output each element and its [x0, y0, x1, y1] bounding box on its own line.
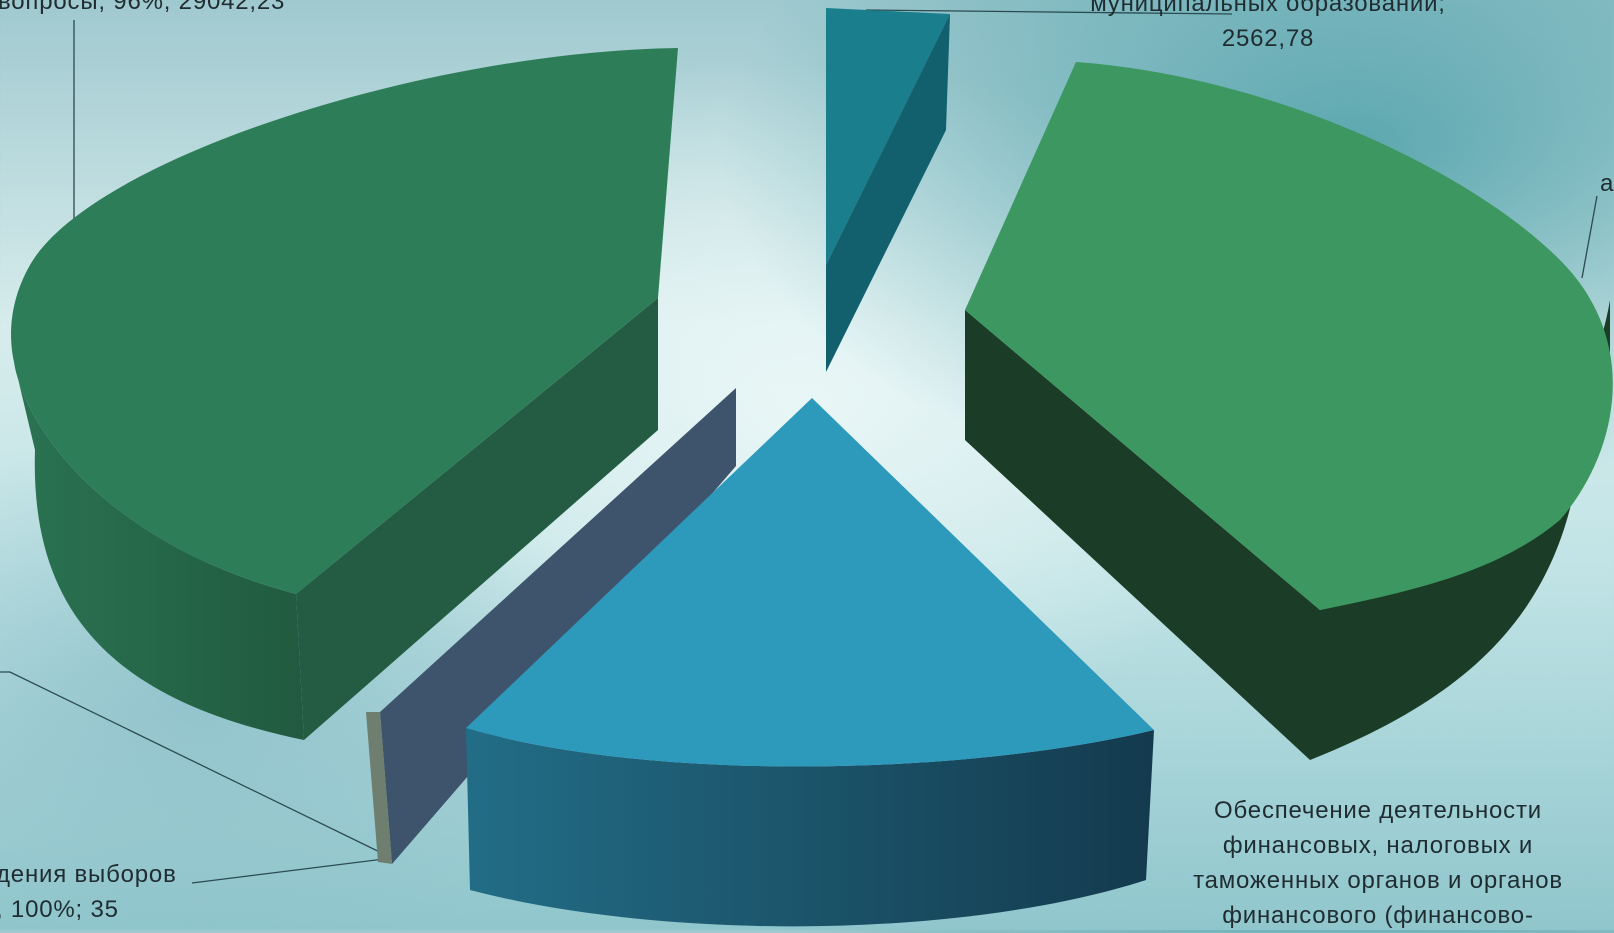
pie-slice-right-green: [965, 62, 1613, 760]
leader-line-top-right: [865, 9, 1233, 15]
slice-label-top-teal-line-2: 2562,78: [1221, 25, 1315, 52]
slice-label-bottom-blue-line-2: финансовых, налоговых и: [1222, 832, 1534, 859]
pie-slice-bottom-blue-top: [466, 398, 1154, 767]
pie-slice-left-green-side: [14, 362, 304, 740]
pie-slice-left-green-top: [11, 48, 679, 594]
slice-label-left-green: вопросы; 96%; 29042,23: [0, 0, 285, 19]
slice-label-small-slate: дения выборов , 100%; 35: [0, 857, 177, 927]
pie-slice-top-teal-side: [826, 14, 950, 372]
slice-label-small-slate-line-2: , 100%; 35: [0, 896, 119, 923]
slice-label-left-green-line-1: вопросы; 96%; 29042,23: [0, 0, 286, 15]
leader-lines: [0, 9, 1598, 884]
pie-slice-right-green-top: [965, 62, 1613, 610]
pie-slice-bottom-blue: [466, 398, 1154, 927]
leader-line-right: [1581, 195, 1598, 279]
slice-label-right-green-line-1: а: [1600, 170, 1614, 197]
slice-label-bottom-blue: Обеспечение деятельности финансовых, нал…: [1168, 793, 1588, 933]
pie-slice-bottom-blue-side: [466, 728, 1154, 927]
pie-slice-left-green: [11, 48, 679, 740]
pie-slice-top-teal-top: [826, 8, 950, 265]
slice-label-top-teal-line-1: муниципальных образований;: [1090, 0, 1446, 17]
leader-line-bottom-left: [0, 671, 395, 884]
slice-label-bottom-blue-line-1: Обеспечение деятельности: [1214, 797, 1542, 824]
pie-slice-small-slate-edge: [366, 712, 392, 864]
pie-slice-right-green-side-dark: [965, 300, 1610, 760]
slice-label-right-green: а: [1600, 166, 1614, 201]
slice-label-bottom-blue-line-3: таможенных органов и органов: [1193, 867, 1563, 894]
pie-slice-left-green-cut: [296, 298, 658, 740]
slice-label-bottom-blue-line-4: финансового (финансово-: [1222, 902, 1534, 929]
pie-slice-top-teal: [826, 8, 950, 372]
slice-label-small-slate-line-1: дения выборов: [0, 861, 177, 888]
slice-label-top-teal: муниципальных образований; 2562,78: [1038, 0, 1498, 56]
